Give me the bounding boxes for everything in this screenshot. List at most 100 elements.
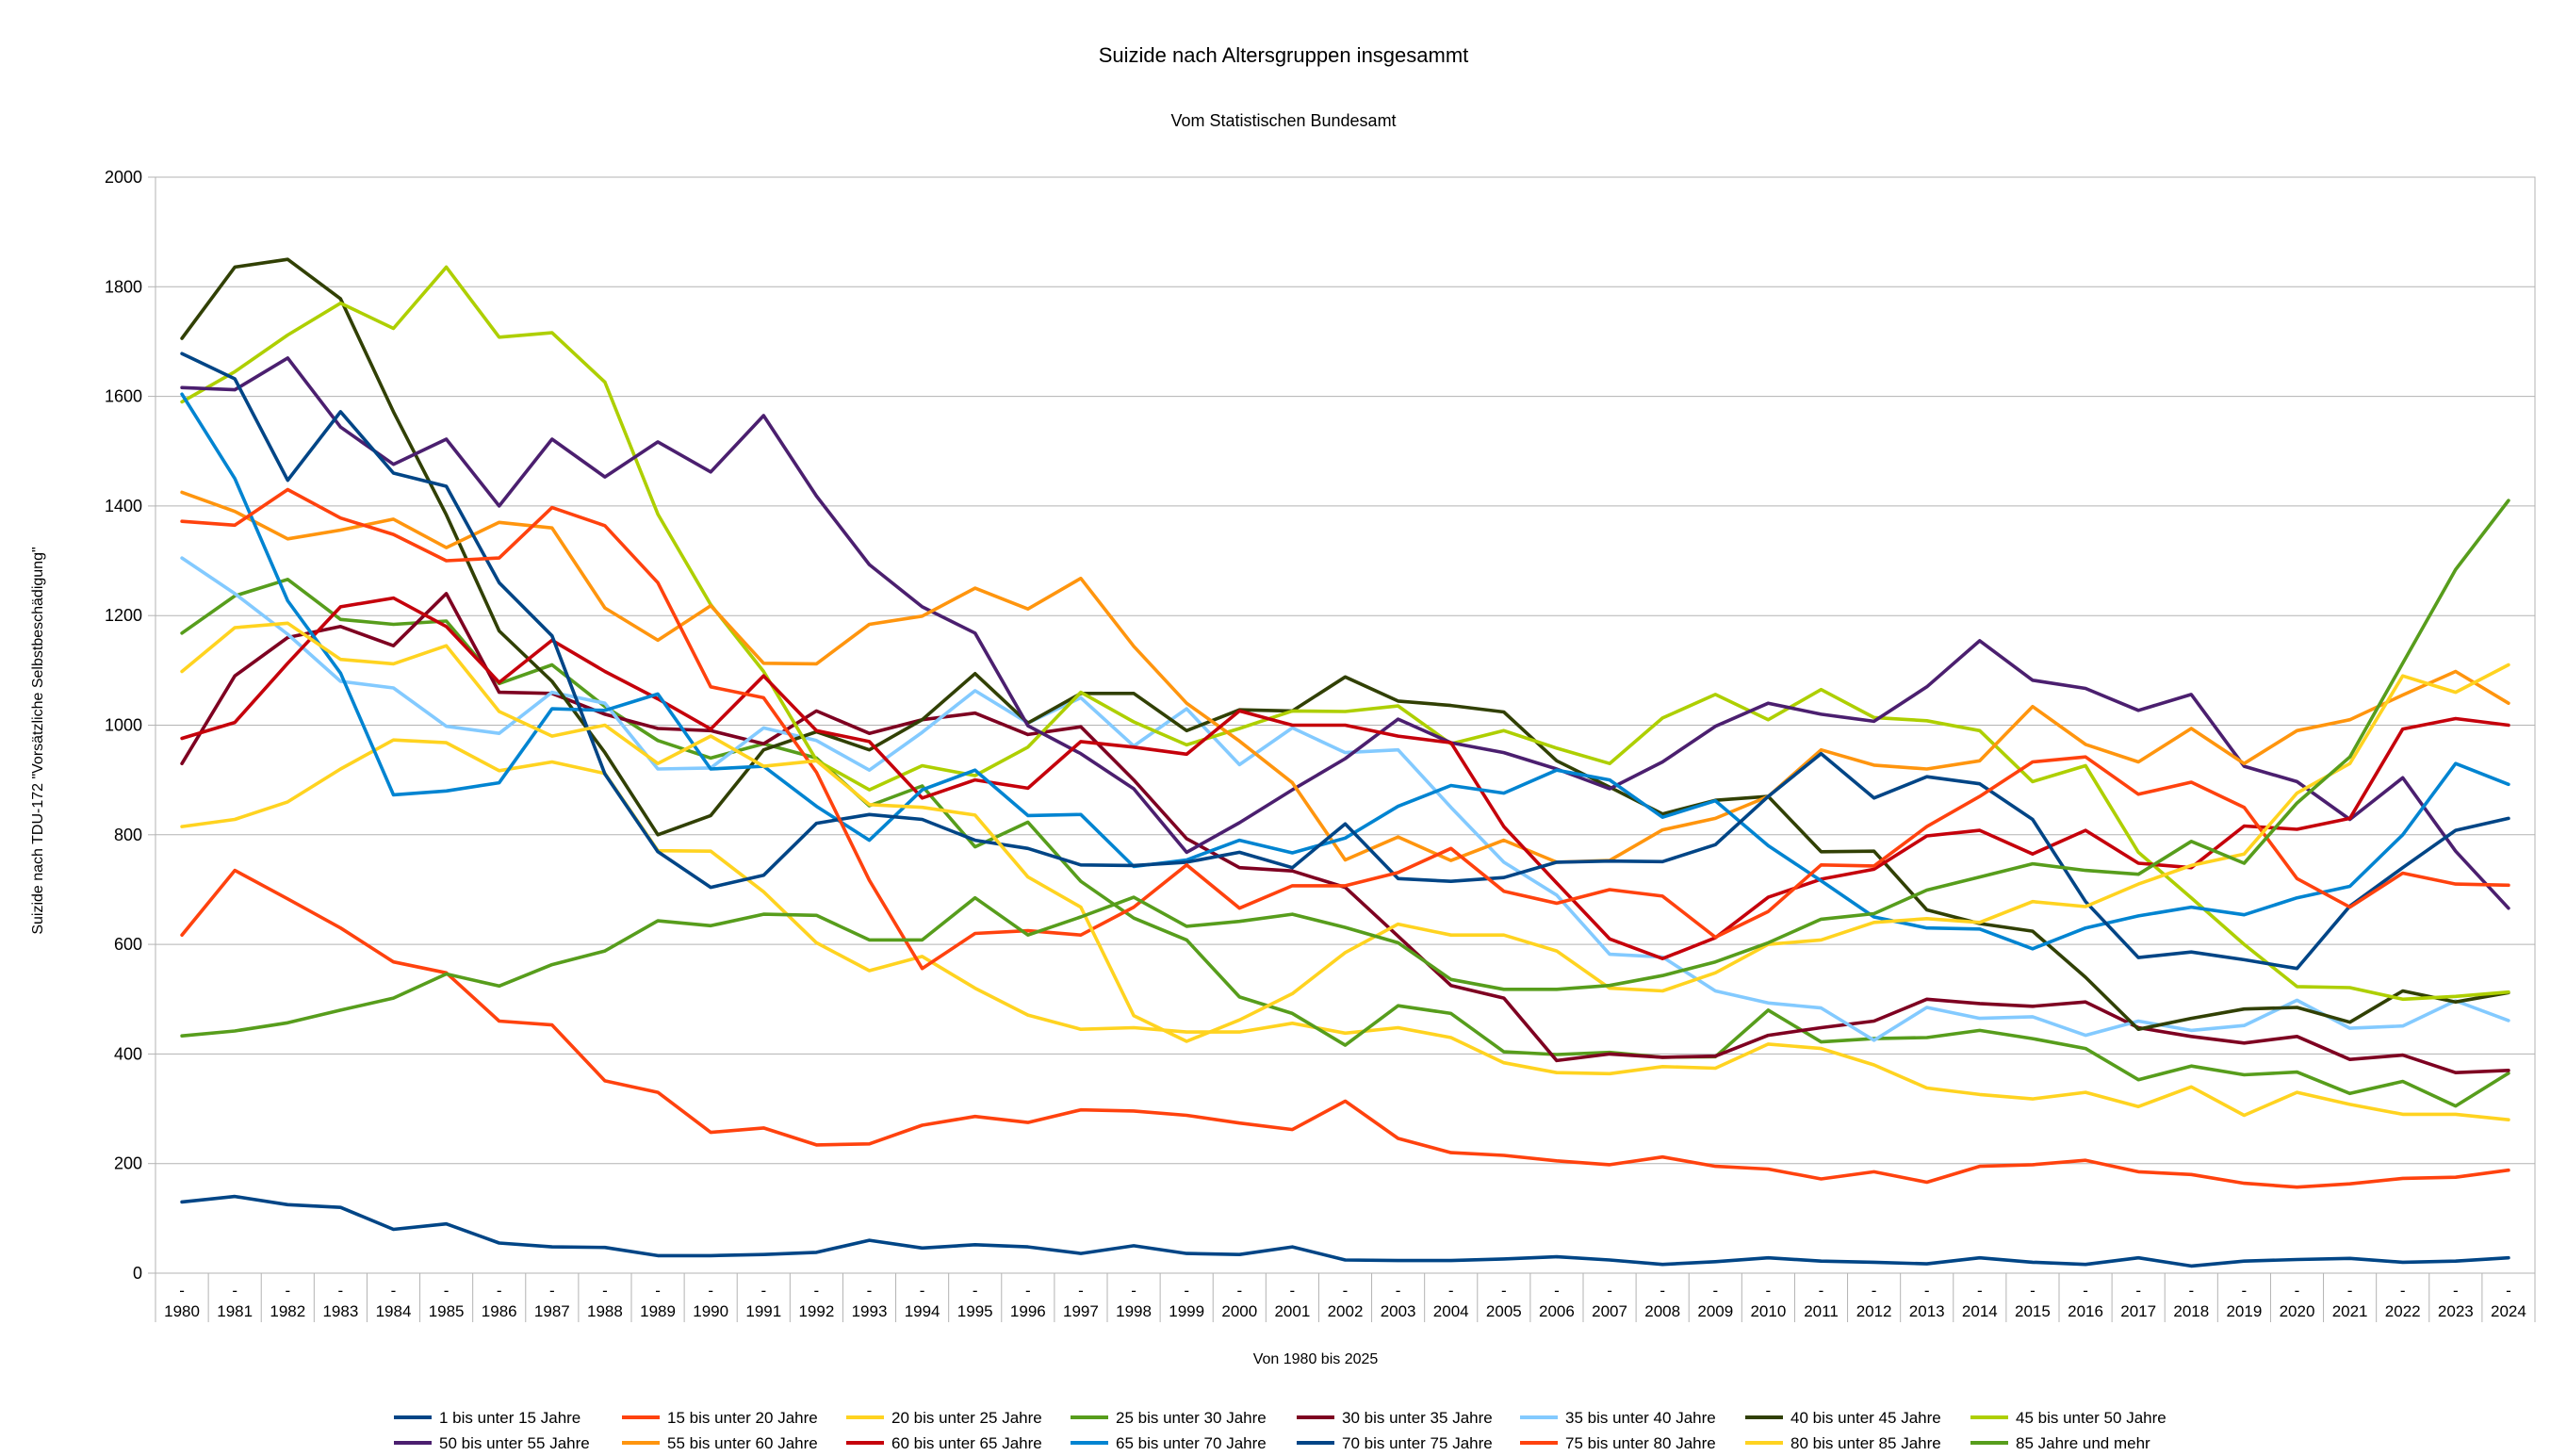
x-tick-label: 2009 [1697, 1302, 1733, 1320]
y-tick-label: 600 [114, 935, 142, 954]
legend-label-7: 40 bis unter 45 Jahre [1790, 1409, 1941, 1427]
x-tick-label: 2003 [1381, 1302, 1416, 1320]
legend-label-5: 30 bis unter 35 Jahre [1342, 1409, 1493, 1427]
x-tick-label: 1996 [1010, 1302, 1046, 1320]
x-tick-prefix: - [1766, 1282, 1772, 1300]
x-tick-label: 2016 [2068, 1302, 2103, 1320]
x-tick-prefix: - [232, 1282, 237, 1300]
x-tick-label: 1987 [534, 1302, 570, 1320]
x-tick-label: 2020 [2280, 1302, 2315, 1320]
x-tick-label: 1992 [798, 1302, 834, 1320]
x-tick-label: 1980 [164, 1302, 200, 1320]
x-tick-prefix: - [1819, 1282, 1824, 1300]
x-tick-label: 1982 [270, 1302, 305, 1320]
x-tick-label: 1988 [587, 1302, 623, 1320]
legend-label-8: 45 bis unter 50 Jahre [2016, 1409, 2166, 1427]
x-tick-label: 1991 [745, 1302, 781, 1320]
legend: 1 bis unter 15 Jahre 15 bis unter 20 Jahr… [394, 1409, 2166, 1452]
x-tick-prefix: - [1501, 1282, 1507, 1300]
x-tick-prefix: - [655, 1282, 661, 1300]
x-tick-prefix: - [444, 1282, 450, 1300]
series-line-8 [180, 265, 2510, 1002]
x-tick-label: 1998 [1116, 1302, 1152, 1320]
legend-label-13: 70 bis unter 75 Jahre [1342, 1434, 1493, 1451]
x-tick-label: 2018 [2173, 1302, 2209, 1320]
x-tick-prefix: - [1396, 1282, 1401, 1300]
x-tick-prefix: - [1712, 1282, 1718, 1300]
x-tick-label: 2004 [1433, 1302, 1469, 1320]
x-tick-prefix: - [2030, 1282, 2036, 1300]
series-line-2 [180, 868, 2510, 1189]
legend-label-10: 55 bis unter 60 Jahre [667, 1434, 818, 1451]
legend-label-14: 75 bis unter 80 Jahre [1565, 1434, 1716, 1451]
y-tick-label: 1600 [105, 387, 142, 406]
x-tick-prefix: - [391, 1282, 397, 1300]
x-tick-label: 2005 [1486, 1302, 1522, 1320]
series-line-3 [180, 738, 2510, 1121]
x-tick-label: 1986 [482, 1302, 517, 1320]
x-tick-label: 1985 [429, 1302, 465, 1320]
series-line-7 [180, 257, 2510, 1031]
x-tick-prefix: - [1184, 1282, 1189, 1300]
x-tick-prefix: - [2453, 1282, 2459, 1300]
x-tick-prefix: - [814, 1282, 820, 1300]
series-lines [180, 257, 2510, 1268]
x-tick-prefix: - [1607, 1282, 1612, 1300]
y-tick-label: 800 [114, 826, 142, 844]
x-tick-prefix: - [2083, 1282, 2088, 1300]
y-tick-label: 200 [114, 1154, 142, 1173]
series-line-9 [180, 356, 2510, 910]
y-tick-label: 1000 [105, 716, 142, 735]
series-line-12 [180, 392, 2510, 951]
x-tick-prefix: - [497, 1282, 502, 1300]
y-tick-label: 1800 [105, 277, 142, 296]
x-tick-prefix: - [1025, 1282, 1031, 1300]
legend-label-1: 1 bis unter 15 Jahre [439, 1409, 580, 1427]
series-line-16 [180, 499, 2510, 1038]
x-tick-label: 1983 [322, 1302, 358, 1320]
series-line-14 [180, 487, 2510, 971]
x-tick-prefix: - [1660, 1282, 1665, 1300]
x-tick-prefix: - [1078, 1282, 1084, 1300]
chart-subtitle: Vom Statistischen Bundesamt [1170, 111, 1396, 130]
legend-label-9: 50 bis unter 55 Jahre [439, 1434, 590, 1451]
legend-label-11: 60 bis unter 65 Jahre [891, 1434, 1042, 1451]
x-tick-label: 2007 [1592, 1302, 1627, 1320]
x-tick-label: 1994 [905, 1302, 940, 1320]
x-tick-prefix: - [179, 1282, 185, 1300]
x-tick-prefix: - [1290, 1282, 1296, 1300]
x-tick-label: 2024 [2491, 1302, 2526, 1320]
x-tick-prefix: - [973, 1282, 978, 1300]
x-tick-prefix: - [760, 1282, 766, 1300]
series-line-15 [180, 621, 2510, 1043]
y-tick-label: 1200 [105, 606, 142, 625]
x-tick-prefix: - [2506, 1282, 2511, 1300]
x-tick-label: 2011 [1804, 1302, 1839, 1320]
x-tick-prefix: - [708, 1282, 713, 1300]
series-line-6 [180, 556, 2510, 1042]
x-tick-label: 2006 [1539, 1302, 1575, 1320]
x-tick-prefix: - [1448, 1282, 1454, 1300]
x-tick-label: 1989 [640, 1302, 676, 1320]
legend-label-2: 15 bis unter 20 Jahre [667, 1409, 818, 1427]
legend-label-3: 20 bis unter 25 Jahre [891, 1409, 1042, 1427]
chart-title: Suizide nach Altersgruppen insgesammt [1099, 43, 1469, 67]
x-tick-label: 2001 [1274, 1302, 1310, 1320]
x-tick-prefix: - [867, 1282, 873, 1300]
y-tick-label: 2000 [105, 168, 142, 187]
x-tick-prefix: - [1236, 1282, 1242, 1300]
series-line-10 [180, 490, 2510, 864]
x-tick-label: 2008 [1644, 1302, 1680, 1320]
y-tick-label: 1400 [105, 497, 142, 515]
x-tick-label: 1999 [1169, 1302, 1204, 1320]
x-tick-prefix: - [1872, 1282, 1877, 1300]
x-tick-label: 1997 [1063, 1302, 1099, 1320]
x-tick-label: 2017 [2120, 1302, 2156, 1320]
x-tick-label: 2012 [1856, 1302, 1892, 1320]
x-tick-prefix: - [2242, 1282, 2248, 1300]
x-tick-label: 2023 [2438, 1302, 2474, 1320]
legend-label-4: 25 bis unter 30 Jahre [1116, 1409, 1267, 1427]
y-axis-label: Suizide nach TDU-172 "Vorsätzliche Selbs… [30, 547, 46, 934]
x-tick-prefix: - [2295, 1282, 2300, 1300]
